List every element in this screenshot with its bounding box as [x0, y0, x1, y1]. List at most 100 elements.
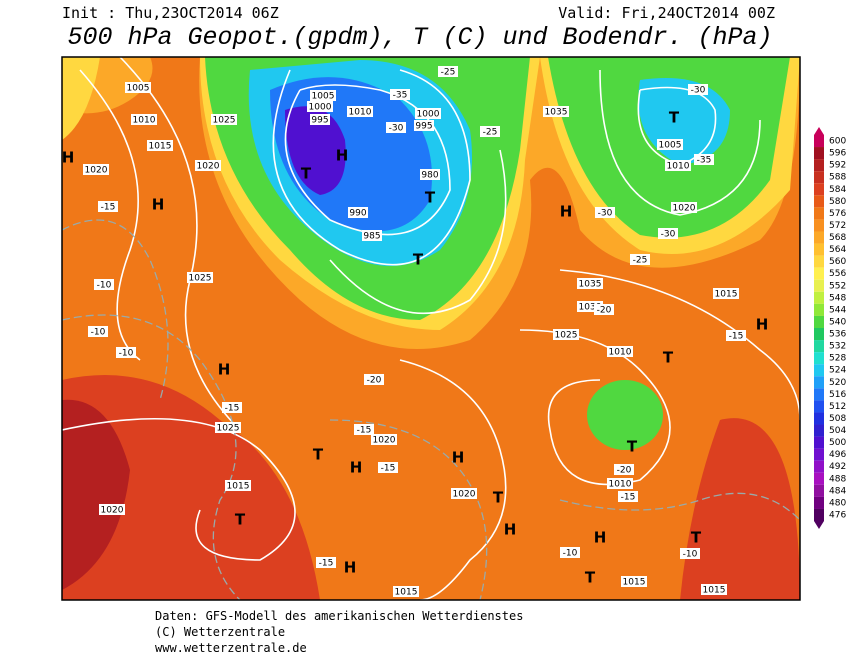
colorbar-swatch	[814, 412, 824, 425]
colorbar-label: 600	[829, 137, 846, 147]
isobar-label: 1010	[133, 116, 156, 126]
colorbar-arrow	[814, 127, 824, 135]
label-box	[83, 164, 109, 175]
label-box	[378, 462, 398, 473]
label-box	[94, 279, 114, 290]
colorbar-swatch	[814, 496, 824, 509]
isobar-label: 1015	[623, 578, 646, 588]
colorbar-swatch	[814, 460, 824, 473]
colorbar-label: 500	[829, 438, 846, 448]
label-box	[630, 254, 650, 265]
temperature-label: -30	[691, 86, 706, 96]
colorbar-swatch	[814, 207, 824, 220]
isobar-label: 1035	[545, 108, 568, 118]
footer-line: Daten: GFS-Modell des amerikanischen Wet…	[155, 609, 523, 623]
label-box	[543, 106, 569, 117]
label-box	[88, 326, 108, 337]
label-box	[307, 101, 333, 112]
isobar-label: 1020	[373, 436, 396, 446]
pressure-center: H	[452, 449, 465, 467]
label-box	[553, 329, 579, 340]
colorbar-swatch	[814, 159, 824, 172]
isobar-label: 1000	[417, 110, 440, 120]
pressure-center: T	[669, 109, 680, 127]
temperature-label: -15	[621, 493, 636, 503]
temperature-label: -15	[319, 559, 334, 569]
label-box	[713, 288, 739, 299]
isobar-label: 1010	[667, 162, 690, 172]
label-box	[147, 140, 173, 151]
colorbar-swatch	[814, 508, 824, 522]
colorbar-label: 484	[829, 486, 846, 496]
label-box	[362, 230, 382, 241]
isobar-label: 1005	[312, 92, 335, 102]
isobar-label: 1010	[349, 108, 372, 118]
pressure-center: T	[627, 438, 638, 456]
colorbar-swatch	[814, 364, 824, 377]
colorbar-arrow	[814, 521, 824, 529]
label-box	[438, 66, 458, 77]
label-box	[310, 114, 330, 125]
init-text: Init : Thu,23OCT2014 06Z	[62, 4, 279, 22]
temperature-label: -15	[225, 404, 240, 414]
label-box	[607, 346, 633, 357]
colorbar-label: 588	[829, 173, 846, 183]
colorbar-swatch	[814, 352, 824, 365]
colorbar-swatch	[814, 291, 824, 304]
colorbar-label: 580	[829, 197, 846, 207]
colorbar-label: 516	[829, 390, 846, 400]
isobar-label: 1025	[213, 116, 236, 126]
colorbar-label: 592	[829, 161, 846, 171]
pressure-center: T	[313, 446, 324, 464]
colorbar-swatch	[814, 315, 824, 328]
temperature-label: -35	[393, 91, 408, 101]
colorbar-label: 576	[829, 209, 846, 219]
isobar-label: 1015	[149, 142, 172, 152]
label-box	[701, 584, 727, 595]
isobar-label: 1015	[395, 588, 418, 598]
pressure-center: T	[235, 511, 246, 529]
colorbar-label: 552	[829, 281, 846, 291]
colorbar: 600 596 592 588 584 580 576 572 568 564 560 556 552 5…	[814, 127, 846, 529]
label-box	[451, 488, 477, 499]
temperature-label: -20	[597, 306, 612, 316]
isobar-label: 1015	[703, 586, 726, 596]
colorbar-swatch	[814, 424, 824, 437]
pressure-center: H	[62, 149, 75, 167]
colorbar-swatch	[814, 134, 824, 148]
isobar-label: 1020	[453, 490, 476, 500]
colorbar-label: 544	[829, 305, 846, 315]
colorbar-label: 564	[829, 245, 846, 255]
label-box	[688, 84, 708, 95]
label-box	[415, 108, 441, 119]
label-box	[658, 228, 678, 239]
colorbar-swatch	[814, 147, 824, 160]
isobar-label: 980	[421, 171, 438, 181]
label-box	[694, 154, 714, 165]
label-box	[680, 548, 700, 559]
colorbar-swatch	[814, 484, 824, 497]
colorbar-swatch	[814, 195, 824, 208]
colorbar-swatch	[814, 388, 824, 401]
label-box	[577, 301, 603, 312]
pressure-center: T	[691, 529, 702, 547]
temperature-label: -15	[357, 426, 372, 436]
colorbar-label: 524	[829, 366, 846, 376]
colorbar-label: 508	[829, 414, 846, 424]
pressure-center: T	[493, 489, 504, 507]
label-box	[364, 374, 384, 385]
colorbar-label: 488	[829, 474, 846, 484]
isobar-label: 1025	[217, 424, 240, 434]
colorbar-swatch	[814, 243, 824, 256]
pressure-center: T	[425, 189, 436, 207]
label-box	[560, 547, 580, 558]
label-box	[98, 201, 118, 212]
label-box	[347, 106, 373, 117]
colorbar-label: 596	[829, 149, 846, 159]
temperature-label: -25	[441, 68, 456, 78]
isobar-label: 1030	[579, 303, 602, 313]
label-box	[414, 120, 434, 131]
colorbar-swatch	[814, 183, 824, 196]
isobar-label: 1015	[227, 482, 250, 492]
